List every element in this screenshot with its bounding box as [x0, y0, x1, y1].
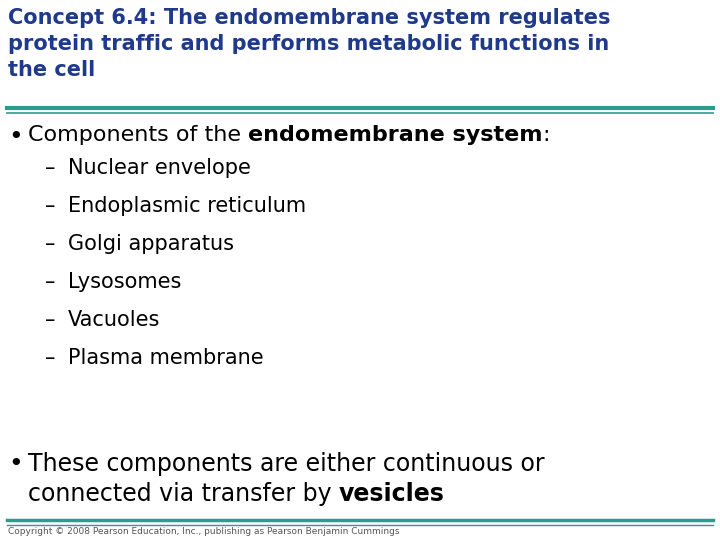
- Text: Concept 6.4: The endomembrane system regulates: Concept 6.4: The endomembrane system reg…: [8, 8, 611, 28]
- Text: Plasma membrane: Plasma membrane: [68, 348, 264, 368]
- Text: •: •: [8, 452, 23, 476]
- Text: Golgi apparatus: Golgi apparatus: [68, 234, 234, 254]
- Text: Components of the: Components of the: [28, 125, 248, 145]
- Text: Nuclear envelope: Nuclear envelope: [68, 158, 251, 178]
- Text: –: –: [45, 272, 55, 292]
- Text: Endoplasmic reticulum: Endoplasmic reticulum: [68, 196, 306, 216]
- Text: –: –: [45, 310, 55, 330]
- Text: protein traffic and performs metabolic functions in: protein traffic and performs metabolic f…: [8, 34, 609, 54]
- Text: the cell: the cell: [8, 60, 95, 80]
- Text: Copyright © 2008 Pearson Education, Inc., publishing as Pearson Benjamin Cumming: Copyright © 2008 Pearson Education, Inc.…: [8, 527, 400, 536]
- Text: Lysosomes: Lysosomes: [68, 272, 181, 292]
- Text: vesicles: vesicles: [339, 482, 445, 506]
- Text: endomembrane system: endomembrane system: [248, 125, 543, 145]
- Text: –: –: [45, 158, 55, 178]
- Text: These components are either continuous or: These components are either continuous o…: [28, 452, 544, 476]
- Text: connected via transfer by: connected via transfer by: [28, 482, 339, 506]
- Text: –: –: [45, 348, 55, 368]
- Text: –: –: [45, 196, 55, 216]
- Text: :: :: [543, 125, 550, 145]
- Text: Vacuoles: Vacuoles: [68, 310, 161, 330]
- Text: •: •: [8, 125, 23, 149]
- Text: –: –: [45, 234, 55, 254]
